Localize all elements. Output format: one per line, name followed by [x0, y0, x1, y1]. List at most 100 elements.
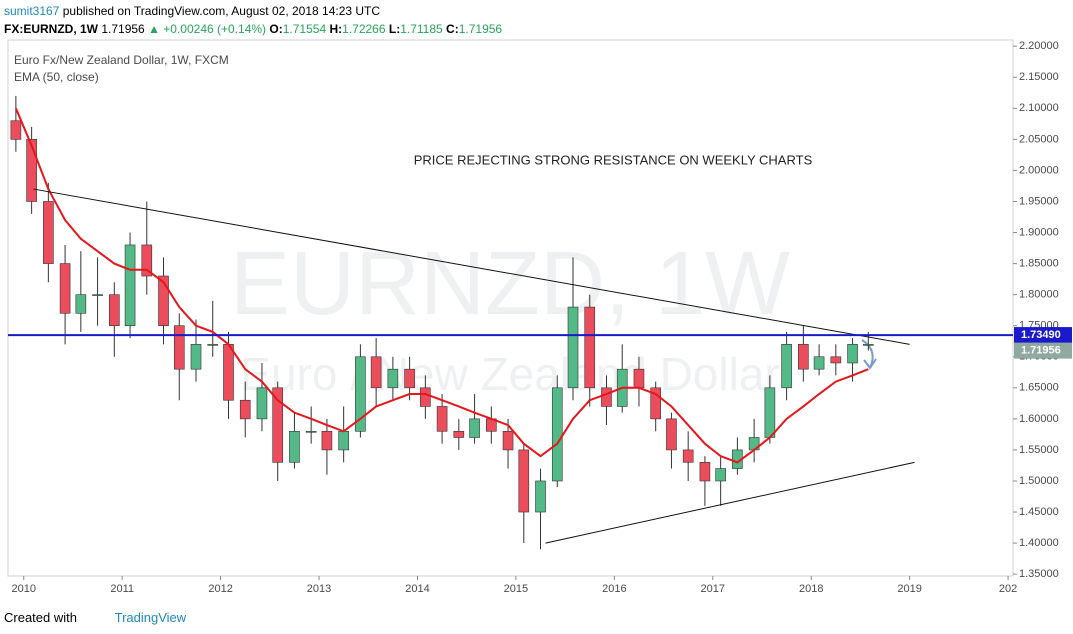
candle-body	[830, 356, 842, 364]
candle-body	[26, 139, 37, 202]
candle-body	[863, 344, 874, 346]
watermark-sub: Euro / New Zealand Dollar	[240, 348, 779, 400]
publish-line: sumit3167 published on TradingView.com, …	[4, 4, 380, 18]
level-label: 1.73490	[1021, 329, 1061, 341]
candle-body	[124, 244, 136, 327]
candle-body	[173, 325, 185, 370]
candle-body	[109, 294, 120, 327]
candle-body	[289, 430, 300, 463]
candle-body	[551, 387, 563, 482]
x-tick-label: 2012	[208, 583, 232, 595]
candle-body	[10, 120, 22, 140]
candle-body	[321, 430, 333, 451]
open: 1.71554	[282, 22, 327, 36]
candle-body	[158, 275, 169, 327]
instrument: Euro Fx/New Zealand Dollar, 1W, FXCM	[14, 53, 229, 67]
y-tick-label: 1.40000	[1019, 537, 1059, 549]
candle-body	[190, 344, 202, 370]
y-tick-label: 2.20000	[1019, 40, 1059, 52]
x-tick-label: 2016	[602, 583, 626, 595]
candle-body	[387, 368, 399, 389]
y-tick-label: 2.10000	[1019, 102, 1059, 114]
y-tick-label: 2.15000	[1019, 71, 1059, 83]
x-tick-label: 2011	[110, 583, 134, 595]
candle-body	[715, 468, 726, 482]
x-tick-label: 2015	[504, 583, 528, 595]
created: Created with	[4, 610, 77, 625]
y-tick-label: 1.60000	[1019, 413, 1059, 425]
trendline	[545, 461, 915, 544]
candle-body	[256, 387, 268, 420]
price-label: 1.71956	[1021, 345, 1061, 357]
y-tick-label: 1.35000	[1019, 568, 1059, 580]
price-tag	[1014, 342, 1072, 359]
candle-body	[518, 449, 530, 513]
trendline	[33, 188, 910, 345]
candle-body	[650, 387, 661, 420]
candle-body	[370, 356, 382, 389]
candle-body	[764, 387, 776, 438]
y-tick-label: 1.85000	[1019, 257, 1059, 269]
last: 1.71956	[101, 22, 145, 36]
x-tick-label: 2013	[307, 583, 331, 595]
indicator: EMA (50, close)	[14, 70, 99, 84]
candle-body	[633, 368, 645, 389]
candle-body	[141, 244, 153, 277]
symbol-line: FX:EURNZD, 1W 1.71956 ▲ +0.00246 (+0.14%…	[4, 22, 502, 36]
candle-body	[781, 344, 792, 389]
candle-body	[699, 462, 711, 482]
close: 1.71956	[458, 22, 503, 36]
y-tick-label: 2.05000	[1019, 133, 1059, 145]
candle-body	[404, 368, 415, 389]
o-label: O:	[269, 22, 283, 36]
candle-body	[584, 306, 596, 389]
plot-area	[7, 39, 1014, 577]
y-tick-label: 1.95000	[1019, 195, 1059, 207]
chart: EURNZD, 1W Euro / New Zealand Dollar Eur…	[7, 39, 1072, 595]
y-tick-label: 2.00000	[1019, 164, 1059, 176]
ema-line	[14, 107, 869, 464]
x-tick-label: 2019	[897, 583, 921, 595]
h-label: H:	[329, 22, 343, 36]
high: 1.72266	[342, 22, 386, 36]
change: ▲ +0.00246 (+0.14%)	[148, 22, 267, 36]
y-tick-label: 1.90000	[1019, 226, 1059, 238]
candle-body	[469, 418, 480, 438]
candle-body	[338, 430, 349, 451]
candle-body	[666, 418, 677, 451]
c-label: C:	[446, 22, 459, 36]
candle-body	[601, 387, 612, 407]
x-tick-label: 202	[999, 583, 1017, 595]
candle-body	[223, 344, 234, 401]
y-tick-label: 1.45000	[1019, 506, 1059, 518]
candle-body	[453, 430, 465, 438]
annotation: PRICE REJECTING STRONG RESISTANCE ON WEE…	[414, 152, 813, 167]
candle-body	[502, 430, 514, 451]
l-label: L:	[388, 22, 401, 36]
y-tick-label: 1.55000	[1019, 444, 1059, 456]
footer: Created with TradingView	[4, 610, 186, 625]
candle-body	[847, 344, 858, 364]
candle-body	[305, 430, 317, 433]
candle-body	[420, 387, 431, 407]
candle-body	[59, 263, 71, 314]
publisher[interactable]: sumit3167	[4, 4, 60, 18]
x-tick-label: 2018	[799, 583, 823, 595]
candle-body	[239, 399, 251, 420]
brand[interactable]: TradingView	[114, 610, 187, 625]
candle-body	[355, 356, 366, 432]
candle-body	[436, 406, 448, 432]
x-tick-label: 2017	[701, 583, 725, 595]
candle-body	[207, 344, 219, 346]
candle-body	[682, 449, 694, 463]
published: published on TradingView.com, August 02,…	[62, 4, 381, 18]
y-tick-label: 1.80000	[1019, 289, 1059, 301]
x-tick-label: 2010	[12, 583, 36, 595]
x-tick-label: 2014	[405, 583, 429, 595]
candle-body	[75, 294, 87, 314]
watermark: EURNZD, 1W	[230, 234, 790, 334]
candle-body	[92, 294, 103, 296]
candle-body	[535, 480, 546, 513]
low: 1.71185	[400, 22, 443, 36]
